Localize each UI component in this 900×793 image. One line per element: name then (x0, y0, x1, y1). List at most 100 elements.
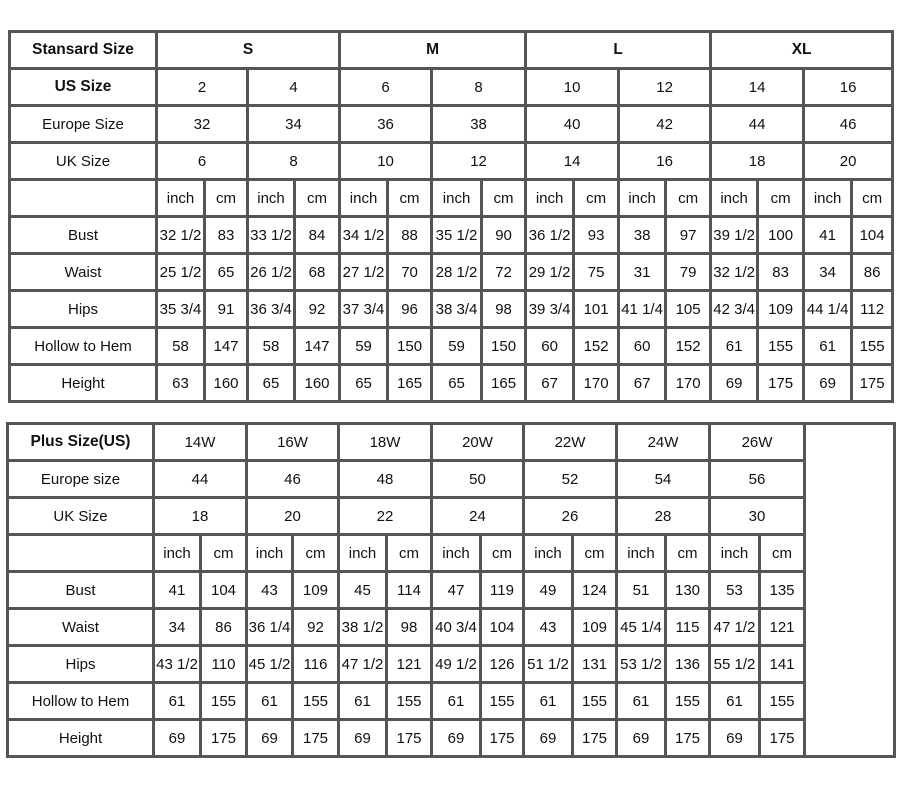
measure-value: 31 (617, 252, 668, 292)
measure-label: Bust (6, 570, 155, 610)
measure-value: 38 1/2 (337, 607, 388, 647)
measure-value: 40 3/4 (430, 607, 482, 647)
blank-area (803, 422, 896, 758)
measure-value: 160 (292, 363, 342, 403)
plus-size-14w: 14W (152, 422, 248, 462)
measure-value: 147 (203, 326, 249, 366)
measure-value: 34 1/2 (338, 215, 390, 255)
measure-value: 112 (850, 289, 895, 329)
measure-value: 96 (386, 289, 434, 329)
measure-value: 79 (664, 252, 713, 292)
measure-value: 69 (802, 363, 854, 403)
unit-cm: cm (850, 178, 895, 218)
measure-value: 53 (708, 570, 761, 610)
measure-value: 65 (246, 363, 296, 403)
unit-inch: inch (617, 178, 668, 218)
measure-value: 45 (337, 570, 388, 610)
measure-value: 155 (664, 681, 711, 721)
measure-value: 53 1/2 (615, 644, 667, 684)
size-value: 48 (337, 459, 433, 499)
measure-value: 104 (850, 215, 895, 255)
size-value: 10 (524, 67, 621, 107)
measure-value: 109 (571, 607, 618, 647)
table-row: Height 69 175 69 175 69 175 69 175 69 175 69 175 69 17… (6, 718, 895, 758)
measure-value: 69 (152, 718, 202, 758)
size-value: 4 (245, 67, 342, 107)
measure-value: 33 1/2 (246, 215, 296, 255)
measure-value: 69 (615, 718, 667, 758)
measure-value: 72 (480, 252, 528, 292)
measure-value: 175 (385, 718, 433, 758)
size-value: 22 (337, 496, 433, 536)
measure-value: 41 (802, 215, 854, 255)
measure-value: 39 3/4 (524, 289, 576, 329)
measure-label: Waist (6, 607, 155, 647)
plus-size-18w: 18W (337, 422, 433, 462)
size-value: 24 (430, 496, 525, 536)
measure-value: 101 (572, 289, 621, 329)
unit-cm: cm (479, 533, 525, 573)
unit-inch: inch (337, 533, 388, 573)
size-value: 52 (522, 459, 618, 499)
measure-value: 61 (430, 681, 482, 721)
measure-value: 155 (758, 681, 806, 721)
size-value: 56 (708, 459, 806, 499)
measure-value: 67 (617, 363, 668, 403)
size-value: 46 (802, 104, 895, 144)
measure-value: 155 (479, 681, 525, 721)
measure-value: 49 1/2 (430, 644, 482, 684)
table-row: Hollow to Hem 58 147 58 147 59 150 59 150 60 152 60… (8, 326, 895, 366)
unit-cm: cm (664, 533, 711, 573)
header-label: Stansard Size (8, 30, 158, 70)
size-value: 42 (617, 104, 713, 144)
size-value: 8 (430, 67, 528, 107)
unit-inch: inch (152, 533, 202, 573)
measure-value: 38 3/4 (430, 289, 484, 329)
standard-size-table: Stansard Size S M L XL US Size 2 4 6 8 10 12 14 16 Eur… (8, 30, 895, 403)
measure-value: 98 (385, 607, 433, 647)
size-value: 20 (245, 496, 340, 536)
unit-cm: cm (291, 533, 340, 573)
measure-value: 51 (615, 570, 667, 610)
measure-value: 61 (152, 681, 202, 721)
measure-value: 35 3/4 (155, 289, 206, 329)
measure-value: 32 1/2 (155, 215, 206, 255)
measure-value: 160 (203, 363, 249, 403)
empty-cell (8, 178, 158, 218)
measure-value: 61 (522, 681, 574, 721)
measure-value: 37 3/4 (338, 289, 390, 329)
measure-value: 61 (245, 681, 294, 721)
size-value: 10 (338, 141, 434, 181)
measure-value: 175 (571, 718, 618, 758)
size-value: 26 (522, 496, 618, 536)
measure-value: 75 (572, 252, 621, 292)
table-row: UK Size 6 8 10 12 14 16 18 20 (8, 141, 895, 181)
measure-value: 109 (291, 570, 340, 610)
size-value: 30 (708, 496, 806, 536)
measure-value: 42 3/4 (709, 289, 760, 329)
measure-value: 92 (291, 607, 340, 647)
unit-inch: inch (338, 178, 390, 218)
measure-value: 97 (664, 215, 713, 255)
measure-value: 69 (430, 718, 482, 758)
size-value: 2 (155, 67, 249, 107)
size-group-l: L (524, 30, 713, 70)
measure-value: 67 (524, 363, 576, 403)
row-label: Europe size (6, 459, 155, 499)
measure-value: 121 (758, 607, 806, 647)
empty-cell (6, 533, 155, 573)
measure-value: 170 (664, 363, 713, 403)
size-group-xl: XL (709, 30, 895, 70)
measure-value: 175 (664, 718, 711, 758)
table-row: inch cm inch cm inch cm inch cm inch cm inch cm inch… (8, 178, 895, 218)
table-row: Hips 35 3/4 91 36 3/4 92 37 3/4 96 38 3/4 98 39 3… (8, 289, 895, 329)
measure-value: 155 (850, 326, 895, 366)
size-value: 8 (245, 141, 342, 181)
table-row: Hollow to Hem 61 155 61 155 61 155 61 155 61 155 61… (6, 681, 895, 721)
size-value: 36 (338, 104, 434, 144)
size-value: 12 (617, 67, 713, 107)
measure-value: 83 (756, 252, 806, 292)
measure-value: 65 (338, 363, 390, 403)
measure-value: 115 (664, 607, 711, 647)
measure-value: 175 (756, 363, 806, 403)
